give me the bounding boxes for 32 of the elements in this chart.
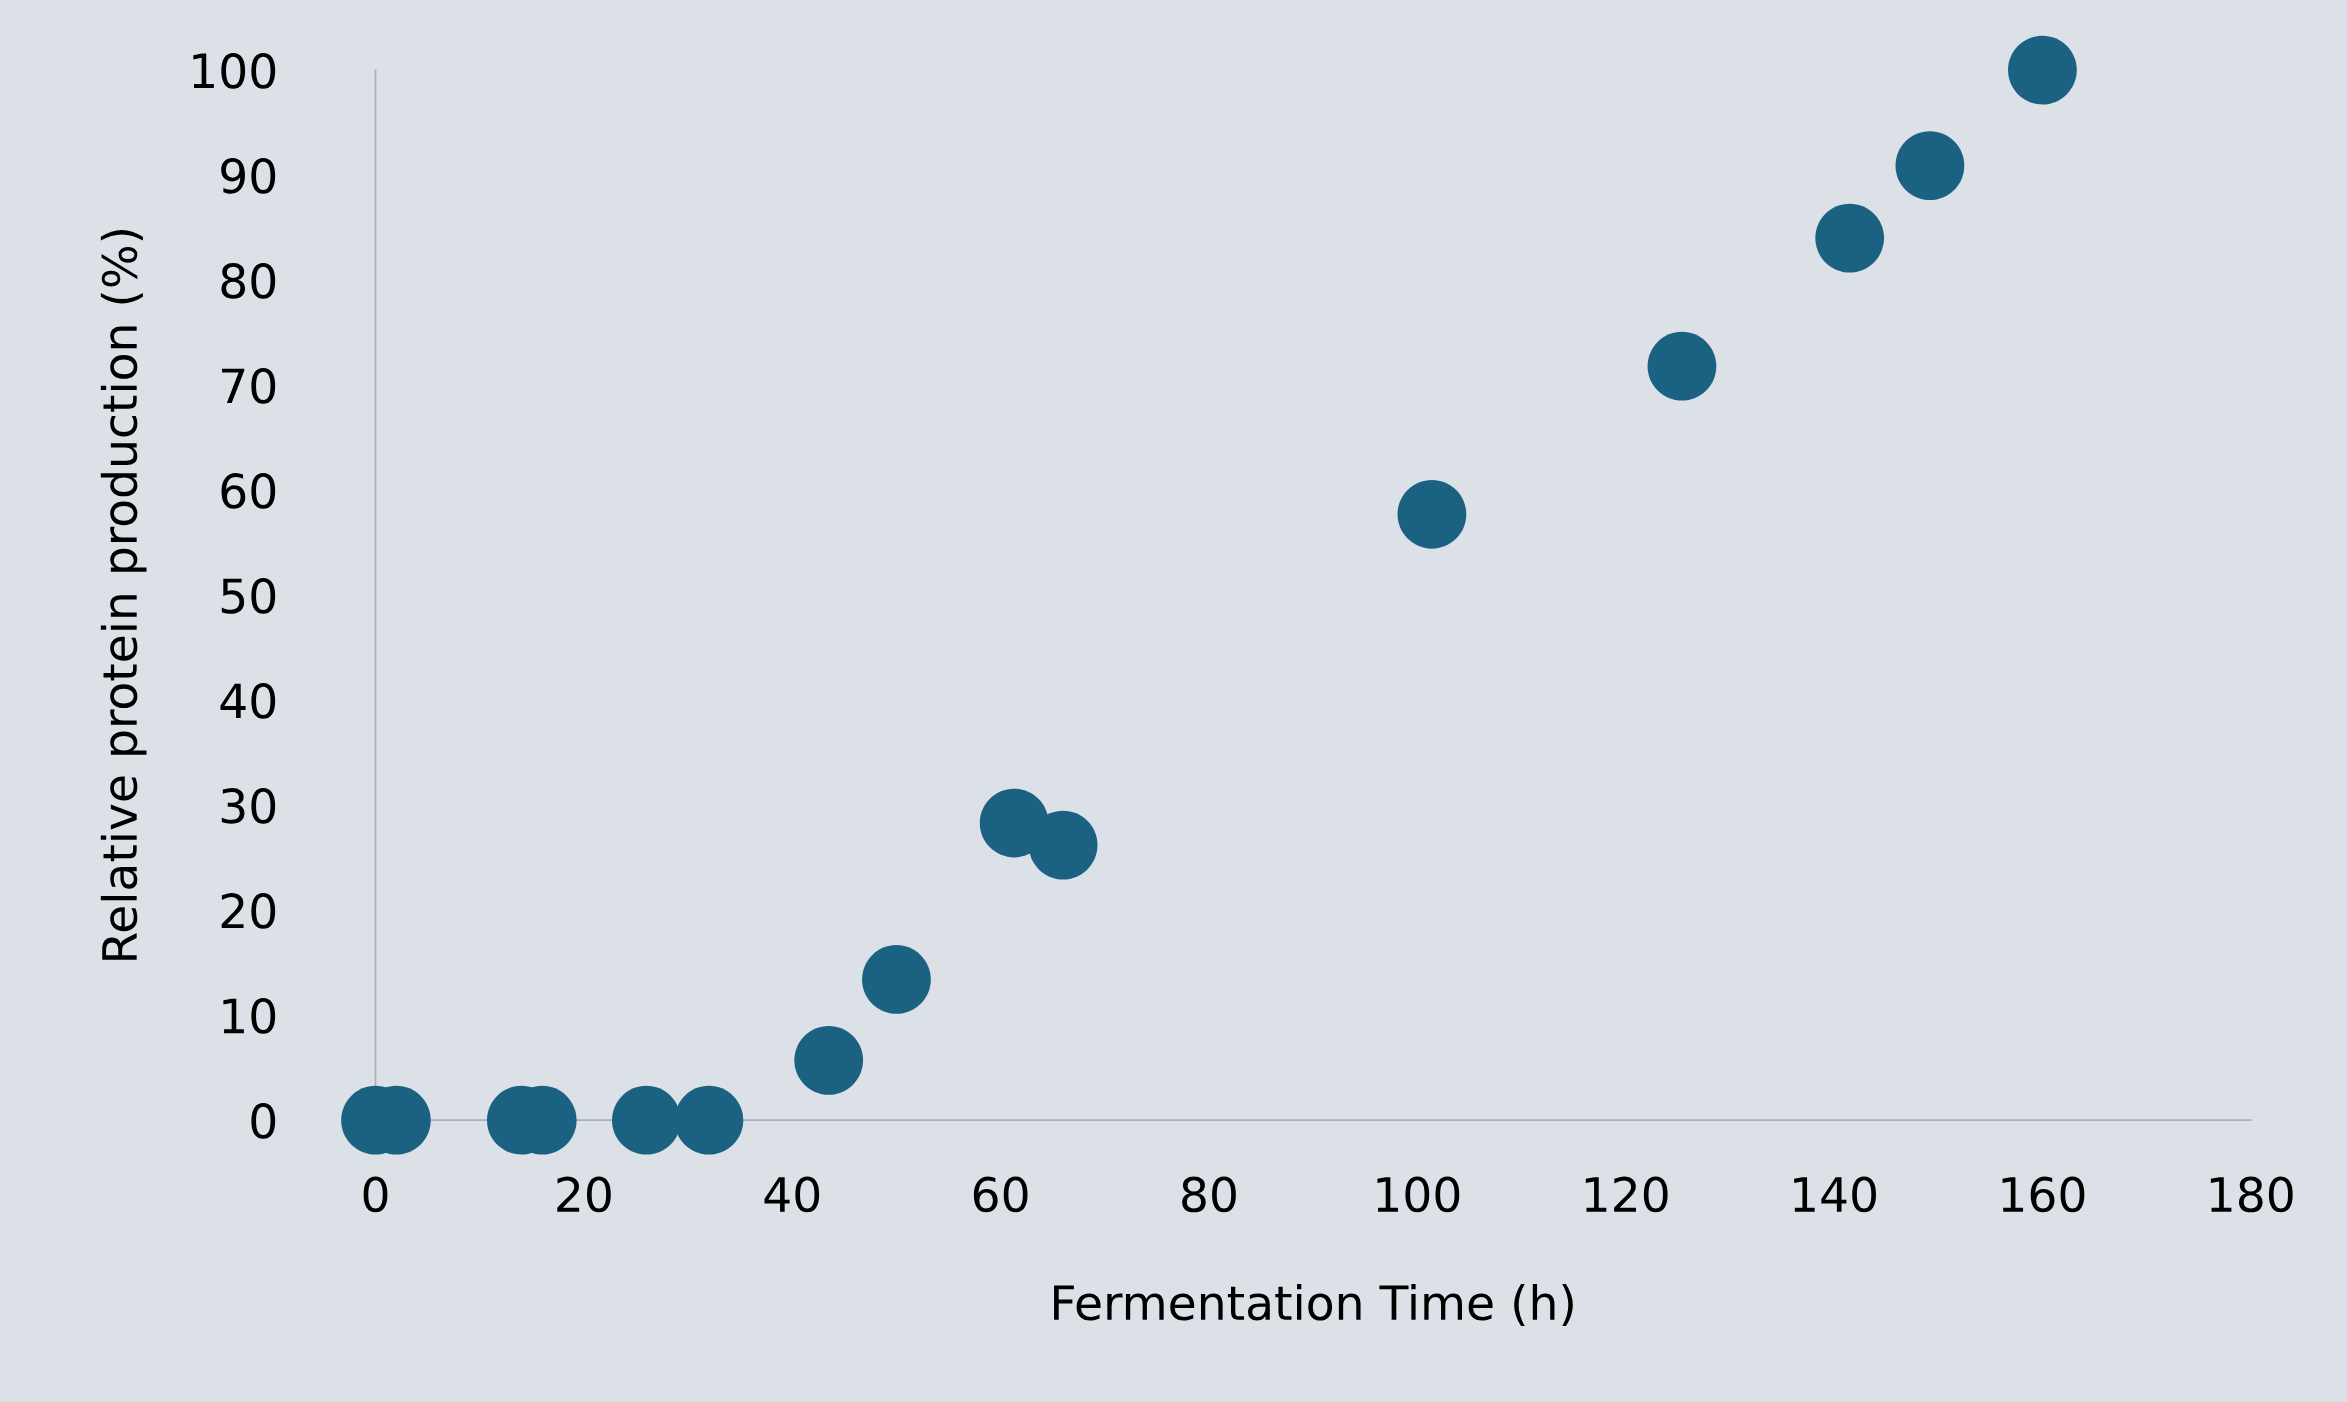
point [862, 945, 931, 1014]
y-tick-label: 70 [222, 368, 276, 404]
point [1647, 331, 1717, 401]
y-tick-label: 100 [193, 52, 276, 89]
x-tick-label: 80 [1182, 1176, 1236, 1213]
y-tick-label: 90 [221, 158, 276, 194]
y-tick-label: 30 [221, 788, 276, 824]
point [2008, 35, 2077, 105]
x-tick-label: 0 [363, 1176, 388, 1213]
y-axis-title: Relative protein production (%) [100, 229, 147, 960]
point [1815, 203, 1885, 273]
point [1895, 131, 1965, 201]
x-tick-label: 180 [2210, 1176, 2293, 1213]
y-tick-label: 60 [221, 473, 276, 509]
x-tick-label: 60 [973, 1176, 1028, 1213]
x-tick-label: 120 [1585, 1176, 1668, 1213]
point [1397, 479, 1467, 549]
point [674, 1085, 744, 1155]
y-tick-label: 0 [251, 1103, 276, 1139]
x-tick-label: 160 [2002, 1176, 2085, 1213]
y-tick-label: 50 [221, 578, 276, 614]
point [794, 1025, 864, 1095]
y-tick-label: 10 [223, 998, 276, 1034]
y-tick-label: 20 [221, 893, 276, 929]
x-tick-label: 100 [1377, 1176, 1460, 1213]
y-tick-label: 80 [221, 263, 276, 299]
x-tick-label: 140 [1794, 1176, 1876, 1213]
x-axis-title: Fermentation Time (h) [1054, 1283, 1573, 1327]
x-tick-label: 20 [557, 1176, 611, 1213]
point [1028, 810, 1098, 880]
x-tick-label: 40 [764, 1176, 820, 1213]
y-tick-label: 40 [220, 683, 276, 719]
